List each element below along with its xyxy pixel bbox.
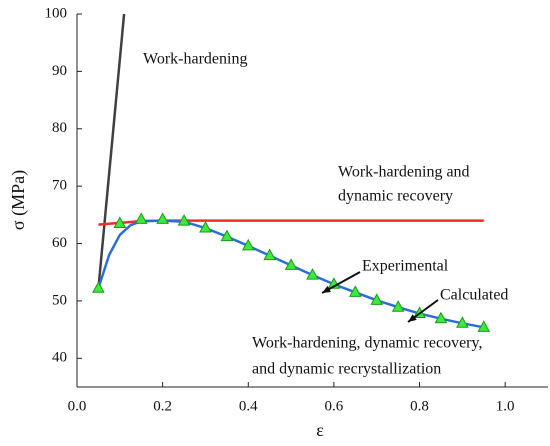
data-point (177, 214, 191, 226)
data-line (97, 13, 126, 289)
data-point (134, 212, 148, 224)
annotation: Work-hardening and (338, 164, 470, 181)
y-tick-label: 70 (52, 178, 67, 194)
x-tick-label: 0.6 (325, 398, 344, 414)
y-tick-label: 60 (52, 235, 67, 251)
annotation: and dynamic recrystallization (252, 361, 441, 378)
x-tick-label: 1.0 (496, 398, 515, 414)
x-tick-label: 0.0 (68, 398, 87, 414)
data-point (456, 316, 469, 328)
data-point (370, 293, 384, 305)
annotation: Work-hardening, dynamic recovery, (252, 335, 482, 352)
x-axis-label: ε (316, 420, 324, 440)
data-point (306, 268, 319, 280)
annotation: Experimental (362, 258, 449, 275)
arrow-head (322, 285, 331, 293)
y-tick-label: 40 (52, 350, 67, 366)
arrow-head (408, 314, 417, 322)
annotation: Calculated (440, 287, 508, 304)
x-tick-label: 0.8 (410, 398, 429, 414)
x-tick-label: 0.2 (153, 398, 172, 414)
annotation: dynamic recovery (338, 188, 453, 205)
data-point (220, 229, 234, 242)
data-point (241, 238, 255, 251)
y-tick-label: 100 (45, 5, 68, 21)
x-tick-label: 0.4 (239, 398, 258, 414)
data-point (199, 221, 212, 233)
data-point (434, 311, 448, 324)
annotation: Work-hardening (143, 51, 247, 68)
data-point (263, 248, 277, 261)
data-point (477, 320, 491, 332)
data-point (284, 258, 298, 270)
y-tick-label: 80 (52, 120, 67, 136)
y-tick-label: 90 (52, 63, 67, 79)
data-point (156, 212, 169, 224)
data-point (92, 281, 105, 293)
y-axis-label: σ (MPa) (8, 170, 29, 230)
y-tick-label: 50 (52, 292, 67, 308)
data-point (113, 216, 127, 228)
data-point (391, 300, 405, 312)
data-point (348, 285, 362, 297)
